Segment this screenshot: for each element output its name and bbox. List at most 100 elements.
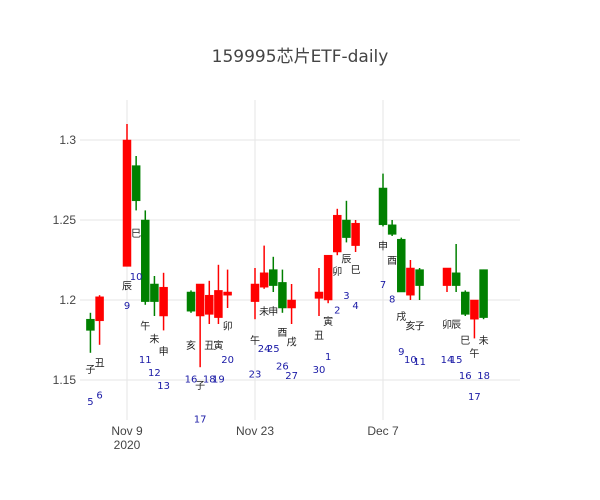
branch-annotation: 辰 xyxy=(451,319,461,331)
branch-annotation: 子 xyxy=(85,364,95,376)
branch-annotation: 亥 xyxy=(186,339,196,352)
candle-body xyxy=(214,290,223,318)
day-number-annotation: 16 xyxy=(459,371,472,382)
candle-body xyxy=(269,269,278,286)
day-number-annotation: 11 xyxy=(413,357,426,368)
branch-annotation: 酉 xyxy=(277,328,287,339)
candle-body xyxy=(86,318,95,331)
candle-body xyxy=(406,267,415,296)
day-number-annotation: 6 xyxy=(96,390,102,401)
candle-body xyxy=(259,272,269,288)
candle-increasing xyxy=(442,267,452,292)
candle-body xyxy=(141,219,150,302)
candle-decreasing xyxy=(479,269,488,320)
y-tick-label: 1.3 xyxy=(59,133,76,147)
day-number-annotation: 17 xyxy=(194,414,207,425)
candle-increasing xyxy=(333,208,342,256)
candle-decreasing xyxy=(131,156,141,211)
day-number-annotation: 20 xyxy=(221,355,234,366)
candle-body xyxy=(223,291,232,296)
candles-layer xyxy=(86,124,488,368)
day-number-annotation: 25 xyxy=(267,344,280,355)
candle-increasing xyxy=(122,124,132,267)
candle-decreasing xyxy=(451,244,461,292)
branch-annotation: 酉 xyxy=(387,256,397,267)
candle-decreasing xyxy=(141,210,150,305)
x-tick-sublabel: 2020 xyxy=(114,438,141,452)
day-number-annotation: 30 xyxy=(313,365,326,376)
y-tick-label: 1.15 xyxy=(53,373,77,387)
candle-decreasing xyxy=(186,290,196,313)
branch-annotation: 巳 xyxy=(131,228,141,240)
y-tick-label: 1.2 xyxy=(59,293,76,307)
branch-annotation: 子 xyxy=(195,380,205,392)
candle-increasing xyxy=(223,269,232,308)
candle-body xyxy=(278,282,287,309)
branch-annotation: 巳 xyxy=(460,335,470,347)
branch-annotation: 丑 xyxy=(95,358,105,369)
branch-annotation: 子 xyxy=(415,321,425,333)
day-number-annotation: 18 xyxy=(477,371,490,382)
candle-body xyxy=(351,222,360,246)
candle-decreasing xyxy=(387,220,397,236)
candle-body xyxy=(342,219,351,238)
candle-body xyxy=(461,291,470,315)
x-tick-label: Nov 23 xyxy=(236,424,274,438)
branch-annotation: 戌 xyxy=(287,336,297,349)
candle-body xyxy=(250,283,260,302)
branch-annotation: 卯 xyxy=(223,321,233,333)
candle-body xyxy=(333,214,342,253)
candle-body xyxy=(387,224,397,235)
day-number-annotation: 2 xyxy=(334,306,340,317)
candle-increasing xyxy=(323,254,333,304)
branch-annotation: 丑 xyxy=(314,331,324,342)
candle-decreasing xyxy=(86,312,95,353)
candle-decreasing xyxy=(278,269,287,313)
y-axis: 1.15 1.2 1.25 1.3 xyxy=(53,133,77,387)
day-number-annotation: 27 xyxy=(285,371,298,382)
branch-annotation: 辰 xyxy=(122,281,132,293)
day-number-annotation: 24 xyxy=(258,344,271,355)
branch-annotation: 巳 xyxy=(351,265,361,277)
branch-annotation: 未 xyxy=(149,333,159,345)
x-tick-label: Dec 7 xyxy=(367,424,399,438)
x-tick-label: Nov 9 xyxy=(111,424,143,438)
branch-annotation: 申 xyxy=(378,240,388,253)
branch-annotation: 未 xyxy=(259,306,269,318)
branch-annotation: 戌 xyxy=(396,310,406,323)
candle-increasing xyxy=(351,220,360,252)
branch-annotation: 午 xyxy=(469,347,479,360)
day-number-annotation: 7 xyxy=(380,280,386,291)
day-number-annotation: 1 xyxy=(325,352,331,363)
chart-title: 159995芯片ETF-daily xyxy=(212,47,389,67)
candle-increasing xyxy=(95,295,104,345)
candle-decreasing xyxy=(342,200,351,243)
branch-annotation: 午 xyxy=(140,320,150,333)
day-number-annotation: 15 xyxy=(450,355,463,366)
candle-decreasing xyxy=(269,256,278,292)
branch-annotation: 申 xyxy=(159,345,169,358)
day-number-annotation: 8 xyxy=(389,294,395,305)
branch-annotation: 卯 xyxy=(332,266,342,278)
candle-body xyxy=(451,272,461,286)
candle-increasing xyxy=(259,245,269,289)
branch-annotation: 辰 xyxy=(341,253,351,265)
day-number-annotation: 16 xyxy=(185,374,198,385)
candle-body xyxy=(378,187,388,226)
candle-body xyxy=(159,286,168,317)
candle-decreasing xyxy=(150,276,159,316)
candle-body xyxy=(95,296,104,322)
day-number-annotation: 13 xyxy=(157,381,170,392)
day-number-annotation: 4 xyxy=(352,301,358,312)
candle-increasing xyxy=(287,284,296,324)
day-number-annotation: 10 xyxy=(130,272,143,283)
candle-body xyxy=(287,299,296,309)
day-number-annotation: 10 xyxy=(404,355,417,366)
candle-body xyxy=(195,283,205,317)
candle-increasing xyxy=(470,299,479,339)
branch-annotation: 午 xyxy=(250,334,260,347)
day-number-annotation: 5 xyxy=(87,397,93,408)
